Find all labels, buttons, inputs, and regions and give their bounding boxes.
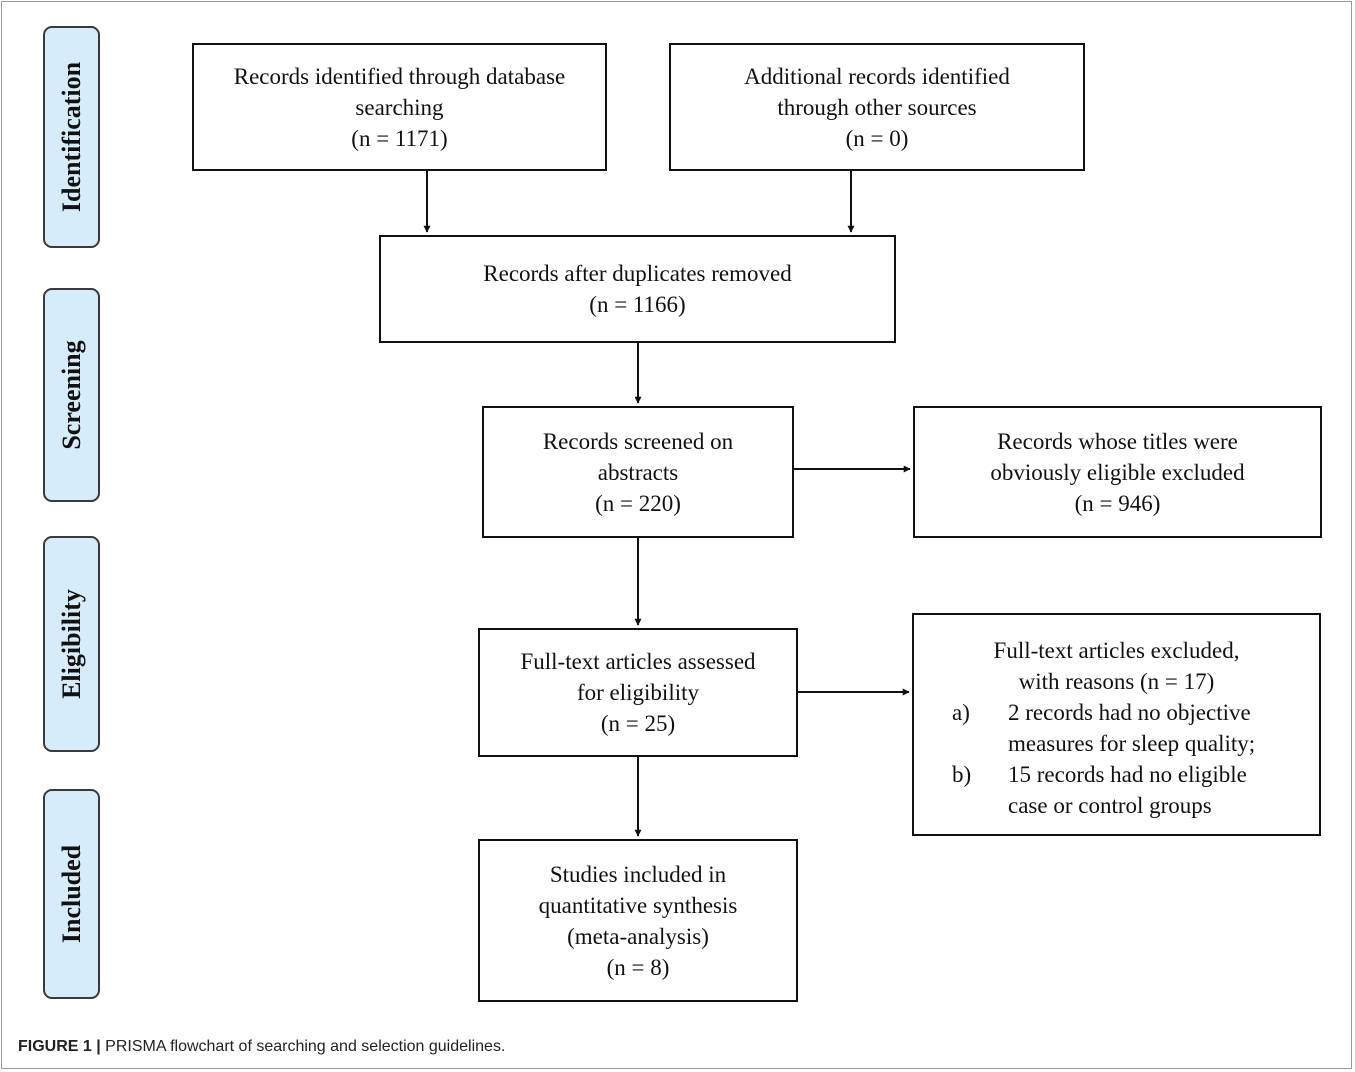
box-count: (n = 8) <box>606 954 670 980</box>
box-text: Records whose titles were <box>997 428 1238 454</box>
reason-text: measures for sleep quality; <box>1008 731 1256 756</box>
box-text: Studies included in <box>549 861 727 887</box>
figure-caption: FIGURE 1 | PRISMA flowchart of searching… <box>18 1038 505 1056</box>
stage-included: Included <box>43 789 100 999</box>
box-other-sources: Additional records identified through ot… <box>669 43 1085 171</box>
reason-letter: a) <box>952 700 970 725</box>
caption-label: FIGURE 1 | <box>18 1038 101 1055</box>
box-text: Additional records identified <box>744 63 1010 89</box>
box-count: (n = 25) <box>600 711 676 736</box>
box-excluded-titles: Records whose titles were obviously elig… <box>913 406 1322 538</box>
box-count: (n = 0) <box>845 125 909 151</box>
box-text: Full-text articles assessed <box>520 649 756 674</box>
box-text: through other sources <box>777 94 977 120</box>
caption-text: PRISMA flowchart of searching and select… <box>100 1038 506 1055</box>
box-duplicates-removed: Records after duplicates removed (n = 11… <box>379 235 896 343</box>
box-text: (meta-analysis) <box>567 923 709 949</box>
reason-text: case or control groups <box>1008 793 1212 818</box>
box-text: quantitative synthesis <box>538 892 738 918</box>
box-text: with reasons (n = 17) <box>1018 669 1215 694</box>
reason-text: 15 records had no eligible <box>1008 762 1247 787</box>
box-text: for eligibility <box>576 680 699 705</box>
box-database-records: Records identified through database sear… <box>192 43 607 171</box>
exclusion-reason: a) 2 records had no objective measures f… <box>952 697 1298 759</box>
box-text: obviously eligible excluded <box>990 459 1245 485</box>
box-fulltext-assessed: Full-text articles assessed for eligibil… <box>478 628 798 757</box>
box-text: abstracts <box>597 459 679 485</box>
reason-letter: b) <box>952 762 972 787</box>
box-text: searching <box>355 94 444 120</box>
box-text: Records screened on <box>542 428 734 454</box>
reason-text: 2 records had no objective <box>1008 700 1251 725</box>
exclusion-reason: b) 15 records had no eligible case or co… <box>952 759 1298 821</box>
box-count: (n = 946) <box>1074 490 1161 516</box>
box-count: (n = 1171) <box>351 125 448 151</box>
box-count: (n = 1166) <box>589 292 686 317</box>
box-text: Full-text articles excluded, <box>993 638 1240 663</box>
stage-eligibility: Eligibility <box>43 536 100 752</box>
box-studies-included: Studies included in quantitative synthes… <box>478 839 798 1002</box>
box-screened-abstracts: Records screened on abstracts (n = 220) <box>482 406 794 538</box>
box-text: Records identified through database <box>233 63 566 89</box>
stage-identification: Identification <box>43 26 100 248</box>
box-fulltext-excluded: Full-text articles excluded, with reason… <box>912 613 1321 836</box>
stage-screening: Screening <box>43 288 100 502</box>
box-count: (n = 220) <box>595 490 681 516</box>
box-text: Records after duplicates removed <box>483 261 792 286</box>
